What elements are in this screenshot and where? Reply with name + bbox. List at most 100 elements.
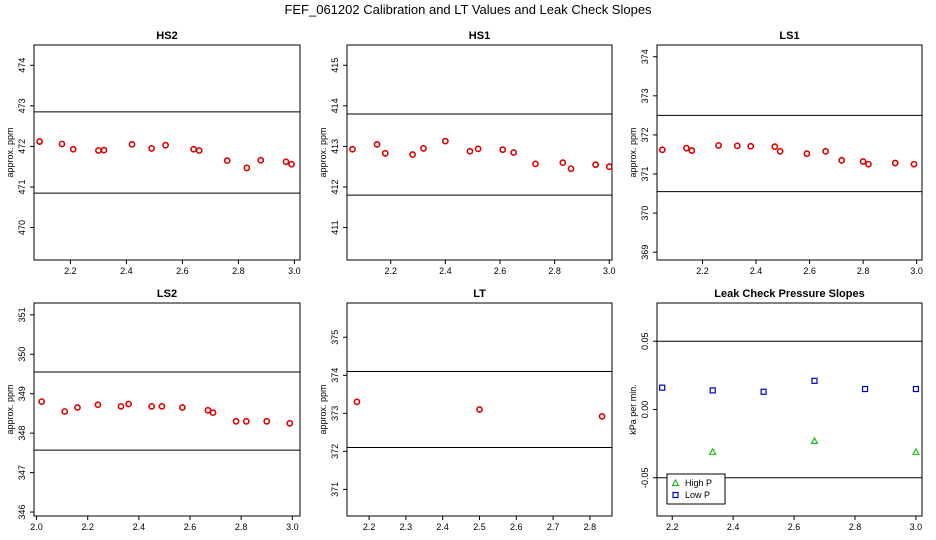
panel-title: LS1 (779, 30, 799, 42)
panel-0: HS2 2.2 2.4 2.6 2.8 3.0 470 471 472 473 474 approx.… (5, 30, 301, 276)
y-tick-label: 370 (640, 206, 650, 221)
y-axis-label: kPa per min. (628, 384, 638, 435)
data-point (822, 147, 830, 155)
panel-title: Leak Check Pressure Slopes (714, 288, 864, 300)
y-axis-label: approx. ppm (318, 384, 328, 434)
data-point (911, 447, 920, 455)
x-tick-label: 3.0 (603, 266, 616, 276)
x-tick-label: 2.2 (81, 522, 94, 532)
x-tick-label: 2.4 (120, 266, 133, 276)
data-point (353, 398, 361, 406)
data-point (162, 141, 169, 149)
data-point (232, 417, 240, 425)
y-tick-label: 346 (17, 505, 27, 520)
y-tick-label: 374 (330, 368, 340, 383)
x-tick-label: 2.6 (176, 266, 189, 276)
data-point (441, 137, 449, 145)
y-tick-label: 374 (640, 49, 650, 64)
legend-marker (671, 478, 680, 487)
data-point (38, 398, 46, 406)
data-point (61, 408, 69, 415)
data-point (242, 417, 250, 425)
x-tick-label: 2.4 (439, 266, 452, 276)
data-point (190, 145, 197, 153)
x-tick-label: 2.6 (494, 266, 507, 276)
x-tick-label: 2.4 (133, 522, 146, 532)
y-tick-label: 414 (330, 98, 340, 113)
data-point (74, 404, 81, 411)
x-tick-label: 2.2 (666, 522, 679, 532)
y-tick-label: 474 (17, 58, 27, 73)
x-tick-label: 2.8 (235, 522, 248, 532)
y-tick-label: -0.05 (640, 468, 650, 489)
y-tick-label: 371 (330, 482, 340, 497)
legend-marker (672, 491, 679, 499)
data-point (223, 157, 231, 165)
y-tick-label: 372 (640, 127, 650, 142)
x-tick-label: 2.2 (384, 266, 397, 276)
data-point (859, 158, 867, 165)
y-tick-label: 413 (330, 139, 340, 154)
legend-box (666, 473, 726, 505)
panel-title: LT (473, 288, 486, 300)
data-point (891, 159, 899, 167)
data-point (204, 406, 212, 414)
x-tick-label: 2.4 (727, 522, 740, 532)
data-point (94, 401, 102, 409)
x-tick-label: 2.6 (184, 522, 197, 532)
data-point (257, 156, 265, 164)
data-point (598, 412, 606, 420)
y-tick-label: 472 (17, 139, 27, 154)
plot-frame (33, 302, 301, 517)
y-axis-label: approx. ppm (5, 127, 15, 177)
x-tick-label: 2.8 (849, 522, 862, 532)
x-tick-label: 2.5 (473, 522, 486, 532)
x-tick-label: 2.6 (510, 522, 523, 532)
data-point (659, 384, 666, 391)
y-tick-label: 0.05 (640, 332, 650, 350)
panel-title: LS2 (157, 288, 177, 300)
page-title: FEF_061202 Calibration and LT Values and… (284, 2, 652, 17)
data-point (125, 400, 133, 408)
data-point (263, 417, 271, 425)
data-point (683, 144, 690, 152)
data-point (58, 140, 66, 148)
data-point (838, 156, 846, 164)
data-point (811, 377, 818, 384)
panel-1: HS1 2.2 2.4 2.6 2.8 3.0 411 412 413 414 415 approx.… (318, 30, 616, 276)
x-tick-label: 3.0 (910, 522, 923, 532)
panel-3: LS2 2.0 2.2 2.4 2.6 2.8 3.0 346 347 348 349 350 351 a… (5, 288, 301, 532)
y-tick-label: 349 (17, 386, 27, 401)
y-tick-label: 348 (17, 426, 27, 441)
data-point (912, 385, 920, 393)
data-point (803, 150, 811, 158)
panel-2: LS1 2.2 2.4 2.6 2.8 3.0 369 370 371 372 373 374 appr… (628, 30, 923, 276)
y-tick-label: 412 (330, 179, 340, 194)
x-tick-label: 3.0 (910, 266, 923, 276)
x-tick-label: 2.2 (363, 522, 376, 532)
x-tick-label: 2.2 (696, 266, 709, 276)
data-point (658, 146, 666, 154)
data-point (474, 145, 482, 153)
data-point (910, 160, 918, 168)
data-point (771, 143, 779, 151)
data-point (747, 142, 755, 150)
data-point (510, 149, 518, 156)
data-point (592, 161, 600, 169)
x-tick-label: 2.4 (436, 522, 449, 532)
x-tick-label: 3.0 (286, 522, 299, 532)
data-point (865, 160, 872, 168)
y-tick-label: 347 (17, 465, 27, 480)
y-tick-label: 375 (330, 330, 340, 345)
data-point (715, 142, 722, 149)
legend-label: High P (685, 478, 712, 488)
y-tick-label: 373 (640, 88, 650, 103)
data-point (861, 385, 869, 393)
panel-5: Leak Check Pressure Slopes 2.2 2.4 2.6 2.8 3.… (628, 288, 923, 532)
y-tick-label: 473 (17, 98, 27, 113)
y-tick-label: 373 (330, 406, 340, 421)
data-point (559, 159, 567, 167)
x-tick-label: 2.8 (548, 266, 561, 276)
data-point (36, 138, 43, 145)
